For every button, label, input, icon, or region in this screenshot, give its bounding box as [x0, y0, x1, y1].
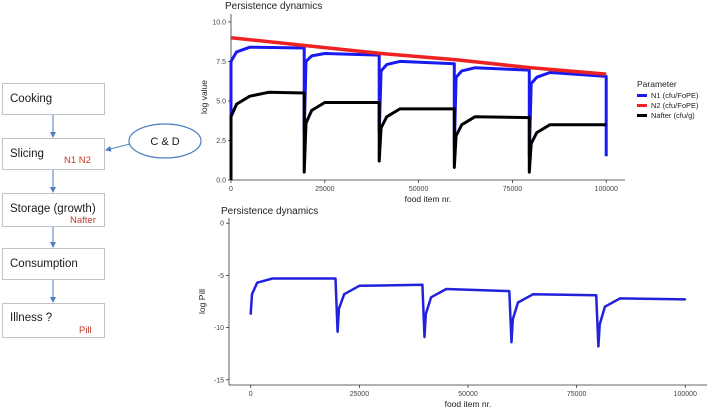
- y-tick-label: 10.0: [212, 19, 226, 26]
- data-point: [421, 283, 424, 286]
- flow-box-cooking: Cooking: [2, 83, 105, 115]
- persistence-chart-top: Persistence dynamics 0 25000 50000 75000 1000…: [199, 1, 699, 204]
- series-line-0: [229, 45, 608, 180]
- series-line-1: [230, 35, 607, 76]
- data-point: [510, 341, 513, 344]
- y-tick-label: 0.0: [216, 178, 226, 185]
- data-point: [358, 284, 361, 287]
- flow-box-variable: N1 N2: [64, 155, 91, 166]
- data-point: [271, 277, 274, 280]
- data-point: [251, 293, 254, 296]
- flow-arrow: [105, 143, 131, 152]
- persistence-chart-bottom: Persistence dynamics 0 25000 50000 75000 1000…: [197, 206, 707, 407]
- x-tick-label: 25000: [350, 391, 370, 398]
- x-axis-label: food item nr.: [405, 194, 452, 204]
- legend-title: Parameter: [637, 79, 677, 89]
- x-tick-label: 50000: [409, 186, 429, 193]
- y-tick-label: 0: [220, 221, 224, 228]
- y-tick-label: -5: [218, 273, 224, 280]
- series-line-2: [229, 90, 607, 180]
- data-point: [511, 318, 514, 321]
- x-tick-label: 25000: [315, 186, 335, 193]
- data-point: [424, 313, 427, 316]
- flow-box-illness: Illness ? Pill: [2, 303, 105, 338]
- data-point: [595, 294, 598, 297]
- flow-box-consumption: Consumption: [2, 248, 105, 280]
- data-point: [423, 335, 426, 338]
- x-axis-label: food item nr.: [445, 399, 492, 407]
- chart-title: Persistence dynamics: [221, 206, 318, 217]
- data-point: [516, 301, 519, 304]
- flow-box-label: Consumption: [10, 258, 78, 270]
- flow-box-storage: Storage (growth) Nafter: [2, 193, 105, 227]
- chart-title: Persistence dynamics: [225, 1, 322, 12]
- data-point: [598, 323, 601, 326]
- cd-ellipse: [128, 123, 202, 159]
- data-point: [430, 296, 433, 299]
- flow-box-label: Storage (growth): [10, 203, 96, 215]
- y-tick-label: 7.5: [216, 59, 226, 66]
- flow-box-variable: Nafter: [70, 215, 96, 226]
- x-tick-label: 0: [249, 391, 253, 398]
- x-tick-label: 75000: [503, 186, 523, 193]
- x-tick-label: 0: [229, 186, 233, 193]
- x-tick-label: 75000: [567, 391, 587, 398]
- flow-box-slicing: Slicing N1 N2: [2, 138, 105, 170]
- data-point: [445, 287, 448, 290]
- x-tick-label: 50000: [458, 391, 478, 398]
- data-point: [508, 290, 511, 293]
- legend-item: Nafter (cfu/g): [651, 111, 695, 120]
- x-tick-label: 100000: [674, 391, 697, 398]
- flow-box-label: Cooking: [10, 93, 53, 105]
- data-point: [603, 305, 606, 308]
- legend-item: N2 (cfu/FoPE): [651, 101, 699, 110]
- cd-label: C & D: [150, 136, 179, 148]
- legend-item: N1 (cfu/FoPE): [651, 91, 699, 100]
- y-tick-label: 5.0: [216, 98, 226, 105]
- x-tick-label: 100000: [595, 186, 618, 193]
- data-point: [337, 307, 340, 310]
- data-point: [619, 297, 622, 300]
- data-point: [249, 313, 252, 316]
- data-point: [684, 298, 687, 301]
- y-tick-label: 2.5: [216, 138, 226, 145]
- data-point: [597, 345, 600, 348]
- y-tick-label: -10: [214, 325, 224, 332]
- flow-box-label: Illness ?: [10, 312, 53, 324]
- flow-box-label: Slicing: [10, 148, 44, 160]
- data-point: [532, 293, 535, 296]
- data-point: [256, 281, 259, 284]
- y-axis-label: log value: [199, 80, 209, 114]
- y-tick-label: -15: [214, 377, 224, 384]
- series-line-0: [249, 277, 686, 348]
- data-point: [336, 330, 339, 333]
- flow-box-variable: Pill: [79, 325, 92, 336]
- data-point: [334, 277, 337, 280]
- y-axis-label: log Pill: [197, 289, 207, 314]
- data-point: [343, 293, 346, 296]
